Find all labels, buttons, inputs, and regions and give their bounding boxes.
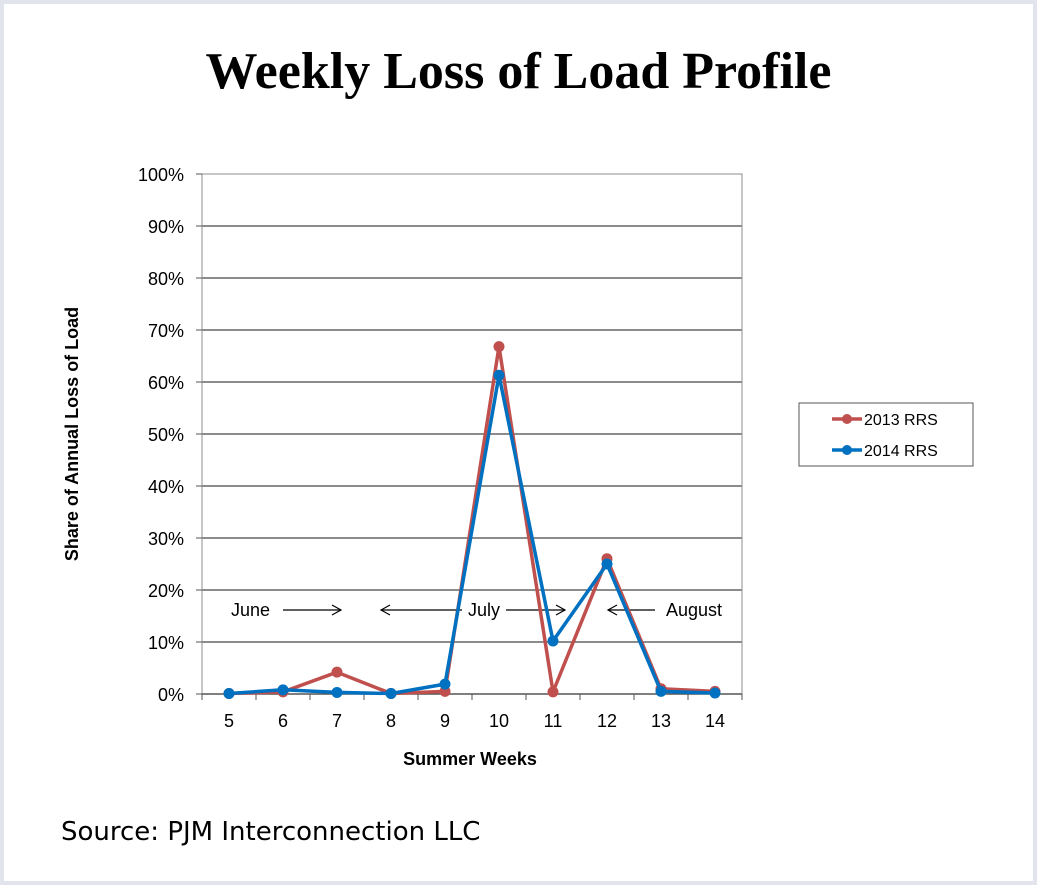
y-axis-ticks: 0% 10% 20% 30% 40% 50% 60% 70% 80% 90% 100% xyxy=(138,165,202,705)
series-2-point xyxy=(547,635,559,647)
y-tick-label: 30% xyxy=(148,529,184,549)
series-1-point xyxy=(331,666,343,678)
legend: 2013 RRS 2014 RRS xyxy=(798,402,974,467)
y-tick-label: 0% xyxy=(158,685,184,705)
y-tick-label: 70% xyxy=(148,321,184,341)
x-tick-label: 12 xyxy=(597,711,617,731)
y-axis-label: Share of Annual Loss of Load xyxy=(62,307,82,561)
x-axis-label: Summer Weeks xyxy=(403,749,537,769)
series-group xyxy=(223,341,721,699)
y-tick-label: 20% xyxy=(148,581,184,601)
august-arrow-head xyxy=(606,604,618,616)
july-arrow-right-head xyxy=(555,604,567,616)
x-tick-label: 8 xyxy=(386,711,396,731)
x-tick-label: 10 xyxy=(489,711,509,731)
series-2-point xyxy=(439,678,451,690)
series-2-point xyxy=(277,684,289,696)
series-2-point xyxy=(385,687,397,699)
source-note: Source: PJM Interconnection LLC xyxy=(61,817,481,847)
y-tick-label: 60% xyxy=(148,373,184,393)
y-tick-label: 80% xyxy=(148,269,184,289)
page-title: Weekly Loss of Load Profile xyxy=(205,43,832,100)
legend-marker-1 xyxy=(842,414,852,424)
x-tick-label: 14 xyxy=(705,711,725,731)
x-tick-label: 11 xyxy=(544,711,563,731)
series-2-point xyxy=(223,687,235,699)
june-arrow-head xyxy=(331,604,343,616)
y-tick-label: 50% xyxy=(148,425,184,445)
month-annotations: June July August xyxy=(231,600,722,620)
y-tick-label: 90% xyxy=(148,217,184,237)
gridlines xyxy=(202,225,742,643)
series-1-point xyxy=(547,686,559,698)
x-tick-label: 5 xyxy=(224,711,234,731)
series-2-point xyxy=(709,687,721,699)
series-2-point xyxy=(331,686,343,698)
legend-label-1: 2013 RRS xyxy=(864,412,938,429)
series-line-2 xyxy=(228,373,716,696)
annotation-august: August xyxy=(666,600,722,620)
x-tick-label: 7 xyxy=(332,711,342,731)
legend-label-2: 2014 RRS xyxy=(864,443,938,460)
x-tick-label: 6 xyxy=(278,711,288,731)
annotation-june: June xyxy=(231,600,270,620)
legend-box xyxy=(798,402,974,467)
july-arrow-left-head xyxy=(379,604,391,616)
series-2-point xyxy=(655,685,667,697)
y-tick-label: 100% xyxy=(138,165,184,185)
legend-marker-2 xyxy=(842,445,852,455)
y-tick-label: 40% xyxy=(148,477,184,497)
series-2-point xyxy=(601,558,613,570)
y-tick-label: 10% xyxy=(148,633,184,653)
series-2-point xyxy=(493,369,505,381)
x-tick-label: 9 xyxy=(440,711,450,731)
x-axis-ticks: 5 6 7 8 9 10 11 12 13 14 xyxy=(201,693,743,731)
annotation-july: July xyxy=(468,600,500,620)
series-1-point xyxy=(493,341,505,353)
x-tick-label: 13 xyxy=(651,711,671,731)
